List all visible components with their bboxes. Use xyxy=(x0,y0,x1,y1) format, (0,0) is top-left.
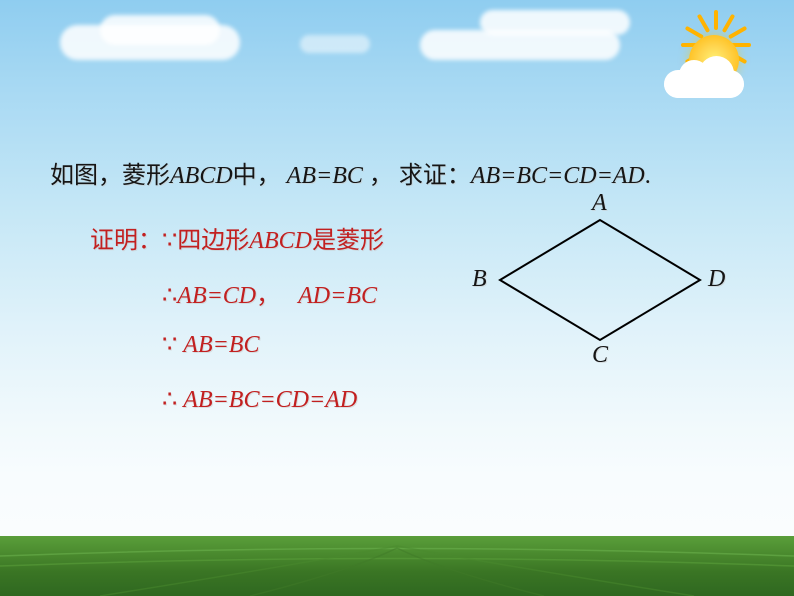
vertex-label-a: A xyxy=(592,190,607,217)
proof-step-3: ∵ AB=BC xyxy=(162,330,259,359)
given-condition: AB=BC xyxy=(287,163,363,189)
comma: ， xyxy=(369,163,393,189)
proof-label: 证明： xyxy=(90,228,162,254)
proof-step-2: ∴AB=CD， AD=BC xyxy=(162,275,377,310)
problem-statement: 如图，菱形ABCD中， AB=BC ， 求证：AB=BC=CD=AD. xyxy=(50,155,651,190)
grass-background xyxy=(0,536,794,596)
rhombus-figure: A B C D xyxy=(480,205,740,375)
vertex-label-c: C xyxy=(592,342,608,369)
shape-name: ABCD xyxy=(170,163,233,189)
vertex-label-b: B xyxy=(472,266,487,293)
slide-content: 如图，菱形ABCD中， AB=BC ， 求证：AB=BC=CD=AD. 证明：∵… xyxy=(0,0,794,596)
eq: AB=BC=CD=AD xyxy=(183,387,357,413)
period: . xyxy=(645,163,651,189)
therefore-symbol: ∴ xyxy=(162,387,177,413)
shape-name: ABCD xyxy=(249,228,312,254)
vertex-label-d: D xyxy=(708,266,725,293)
to-prove: AB=BC=CD=AD xyxy=(471,163,645,189)
eq: AB=BC xyxy=(183,332,259,358)
text-a: 四边形 xyxy=(177,228,249,254)
therefore-symbol: ∴ xyxy=(162,283,177,309)
because-symbol: ∵ xyxy=(162,332,177,358)
eq-a: AB=CD xyxy=(177,283,256,309)
text-b: 是菱形 xyxy=(312,228,384,254)
text-mid: 中， xyxy=(233,163,281,189)
prove-label: 求证： xyxy=(399,163,471,189)
because-symbol: ∵ xyxy=(162,228,177,254)
sep: ， xyxy=(256,283,280,309)
proof-step-4: ∴ AB=BC=CD=AD xyxy=(162,385,357,414)
text-prefix: 如图，菱形 xyxy=(50,163,170,189)
eq-b: AD=BC xyxy=(298,283,377,309)
proof-step-1: 证明：∵四边形ABCD是菱形 xyxy=(90,220,384,255)
rhombus-svg xyxy=(480,205,740,375)
